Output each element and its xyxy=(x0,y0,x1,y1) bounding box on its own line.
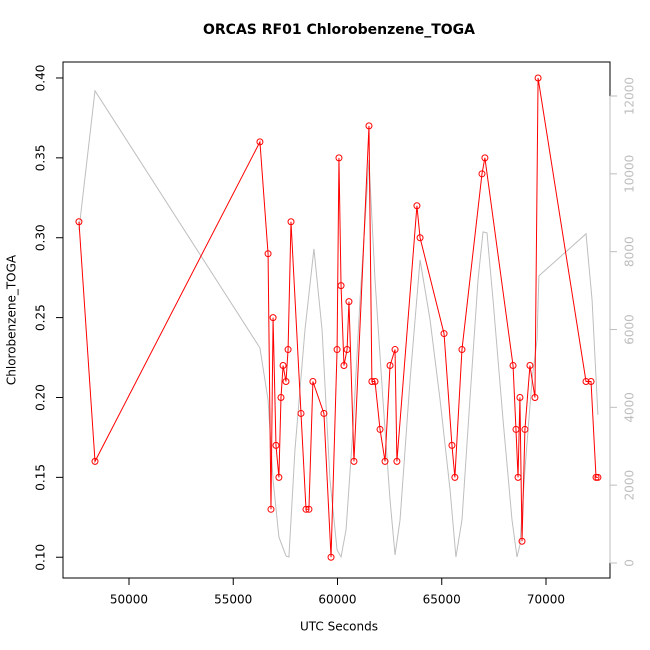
y2-tick-label: 2000 xyxy=(623,470,637,501)
y2-tick-label: 0 xyxy=(623,559,637,567)
x-tick-label: 55000 xyxy=(214,593,252,607)
data-point xyxy=(368,378,376,386)
y-tick-label: 0.35 xyxy=(34,144,48,171)
series-line xyxy=(78,77,598,558)
data-point xyxy=(279,362,287,370)
data-point xyxy=(531,393,539,401)
data-point xyxy=(481,154,489,162)
y-tick-label: 0.15 xyxy=(34,464,48,491)
data-point xyxy=(514,473,522,481)
data-point xyxy=(518,537,526,545)
data-point xyxy=(256,138,264,146)
data-point xyxy=(75,218,83,226)
data-point xyxy=(458,346,466,354)
data-point xyxy=(343,346,351,354)
data-point xyxy=(320,409,328,417)
data-point xyxy=(521,425,529,433)
data-point xyxy=(333,346,341,354)
data-point xyxy=(350,457,358,465)
data-point xyxy=(386,362,394,370)
data-point xyxy=(509,362,517,370)
data-point xyxy=(376,425,384,433)
x-axis-label: UTC Seconds xyxy=(300,620,378,634)
data-point xyxy=(587,378,595,386)
data-point xyxy=(345,298,353,306)
data-point xyxy=(284,346,292,354)
data-point xyxy=(416,234,424,242)
data-point xyxy=(393,457,401,465)
plot-box xyxy=(62,61,611,579)
data-point xyxy=(275,473,283,481)
data-point xyxy=(305,505,313,513)
data-point xyxy=(516,393,524,401)
y-tick-label: 0.20 xyxy=(34,384,48,411)
data-point xyxy=(534,74,542,82)
data-point xyxy=(302,505,310,513)
y-tick-label: 0.10 xyxy=(34,544,48,571)
data-point xyxy=(327,553,335,561)
data-point xyxy=(91,457,99,465)
data-point xyxy=(413,202,421,210)
x-tick-label: 60000 xyxy=(318,593,356,607)
data-point xyxy=(594,473,602,481)
data-point xyxy=(340,362,348,370)
data-point xyxy=(451,473,459,481)
data-point xyxy=(371,378,379,386)
x-tick-label: 65000 xyxy=(423,593,461,607)
data-point xyxy=(287,218,295,226)
y2-tick-label: 6000 xyxy=(623,314,637,345)
data-point xyxy=(478,170,486,178)
data-point xyxy=(297,409,305,417)
data-point xyxy=(277,393,285,401)
data-point xyxy=(309,378,317,386)
chart-title: ORCAS RF01 Chlorobenzene_TOGA xyxy=(203,22,475,38)
data-point xyxy=(267,505,275,513)
data-point xyxy=(335,154,343,162)
y2-tick-label: 8000 xyxy=(623,236,637,267)
data-point xyxy=(440,330,448,338)
x-tick-label: 50000 xyxy=(110,593,148,607)
y-axis-label: Chlorobenzene_TOGA xyxy=(5,254,19,385)
y2-tick-label: 4000 xyxy=(623,392,637,423)
data-point xyxy=(592,473,600,481)
data-point xyxy=(272,441,280,449)
y-tick-label: 0.40 xyxy=(34,65,48,92)
data-point xyxy=(282,378,290,386)
y2-tick-label: 10000 xyxy=(623,155,637,193)
series-line xyxy=(78,89,599,559)
data-point xyxy=(512,425,520,433)
y-tick-label: 0.30 xyxy=(34,224,48,251)
data-point xyxy=(264,250,272,258)
data-point xyxy=(526,362,534,370)
x-tick-label: 70000 xyxy=(527,593,565,607)
data-point xyxy=(381,457,389,465)
data-point xyxy=(337,282,345,290)
data-point xyxy=(269,314,277,322)
y2-tick-label: 12000 xyxy=(623,77,637,115)
data-point xyxy=(365,122,373,130)
data-point xyxy=(582,378,590,386)
data-point xyxy=(448,441,456,449)
data-point xyxy=(391,346,399,354)
y-tick-label: 0.25 xyxy=(34,304,48,331)
